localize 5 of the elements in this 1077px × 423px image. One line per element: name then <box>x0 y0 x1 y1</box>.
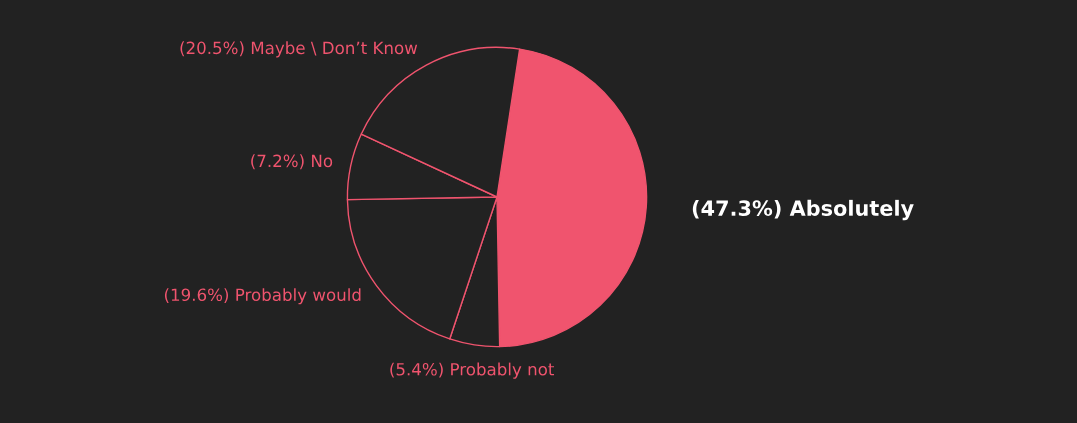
slice-label: (7.2%) No <box>251 154 333 170</box>
slice-label: (5.4%) Probably not <box>390 362 555 379</box>
slice-label: (47.3%) Absolutely <box>692 199 914 221</box>
slice-label: (19.6%) Probably would <box>164 288 361 305</box>
slice-label: (20.5%) Maybe \ Don’t Know <box>180 41 418 58</box>
